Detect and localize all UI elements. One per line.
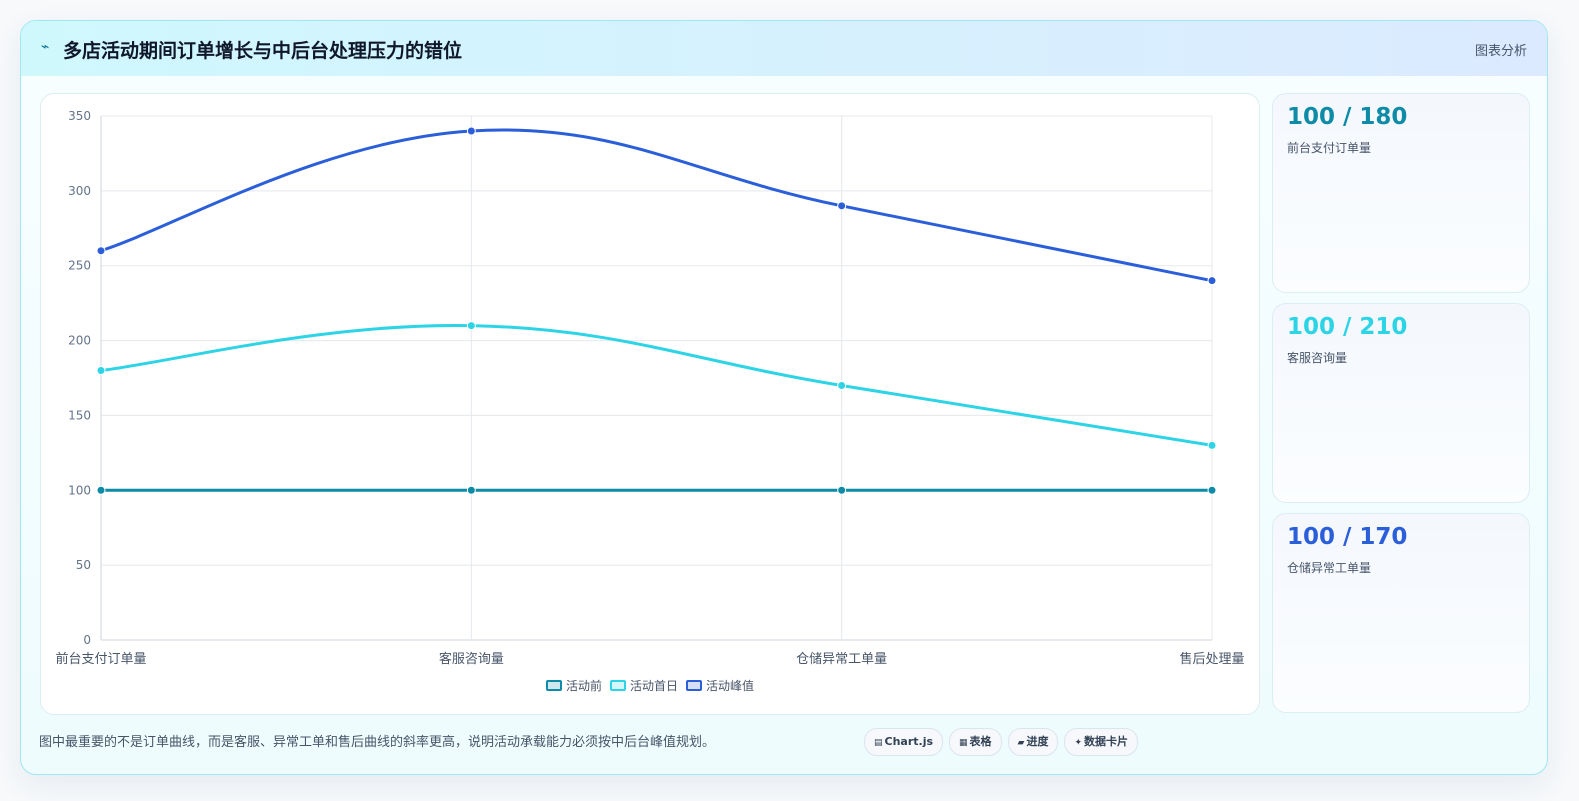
y-tick-label: 250	[68, 259, 91, 273]
legend-swatch	[609, 680, 626, 691]
data-point	[837, 485, 847, 495]
y-tick-label: 200	[68, 334, 91, 348]
legend-label: 活动前	[565, 679, 602, 693]
table-icon: ▦	[959, 738, 968, 748]
stat-label: 前台支付订单量	[1287, 141, 1372, 155]
panel-header: ⌁ 多店活动期间订单增长与中后台处理压力的错位 图表分析	[21, 21, 1547, 76]
pill-progress[interactable]: ▰ 进度	[1007, 728, 1059, 756]
data-point	[1207, 485, 1217, 495]
x-tick-label: 售后处理量	[1179, 651, 1244, 667]
data-point	[466, 321, 476, 331]
series-line	[100, 128, 1213, 283]
header-tag: 图表分析	[1474, 44, 1527, 59]
data-point	[466, 485, 476, 495]
data-point	[837, 201, 847, 211]
pill-chartjs[interactable]: ▤ Chart.js	[864, 728, 944, 756]
stat-label: 仓储异常工单量	[1287, 561, 1372, 575]
chart-card: 0 50 100 150 200 250 300 350 前台支付订单量 客服咨询量 仓储异常工单量…	[40, 93, 1260, 715]
data-point	[1207, 440, 1217, 450]
x-tick-label: 客服咨询量	[439, 651, 504, 667]
legend-item[interactable]: 活动前	[545, 677, 602, 694]
legend-label: 活动首日	[629, 679, 678, 693]
line-chart: 0 50 100 150 200 250 300 350 前台支付订单量 客服咨询量 仓储异常工单量…	[55, 109, 1244, 667]
pill-label: 进度	[1026, 735, 1049, 748]
data-point	[96, 246, 106, 256]
y-tick-label: 350	[68, 109, 91, 123]
chart-legend: 活动前 活动首日 活动峰值	[41, 677, 1259, 694]
sparkle-icon: ✦	[1074, 738, 1083, 748]
data-point	[96, 485, 106, 495]
pill-label: 数据卡片	[1084, 735, 1129, 748]
view-pills: ▤ Chart.js ▦ 表格 ▰ 进度 ✦ 数据卡片	[864, 728, 1144, 756]
legend-label: 活动峰值	[706, 679, 755, 693]
stat-label: 客服咨询量	[1287, 351, 1348, 365]
data-point	[1207, 276, 1217, 286]
pill-label: 表格	[969, 735, 992, 748]
legend-item[interactable]: 活动首日	[609, 677, 678, 694]
y-tick-label: 150	[68, 408, 91, 422]
footer-note: 图中最重要的不是订单曲线，而是客服、异常工单和售后曲线的斜率更高，说明活动承载能…	[39, 735, 716, 750]
y-tick-label: 300	[68, 184, 91, 198]
stat-value: 100 / 180	[1287, 104, 1408, 130]
x-tick-label: 仓储异常工单量	[796, 652, 887, 667]
pill-table[interactable]: ▦ 表格	[949, 728, 1002, 756]
stat-card-exceptions: 100 / 170 仓储异常工单量	[1272, 513, 1530, 713]
data-point	[466, 126, 476, 136]
y-tick-label: 0	[83, 633, 91, 647]
pill-data-cards[interactable]: ✦ 数据卡片	[1064, 728, 1139, 756]
legend-item[interactable]: 活动峰值	[686, 677, 754, 694]
stat-value: 100 / 170	[1287, 524, 1408, 550]
data-point	[96, 366, 106, 376]
legend-swatch	[545, 680, 562, 691]
progress-icon: ▰	[1017, 738, 1025, 748]
bolt-icon: ⌁	[41, 39, 50, 55]
x-tick-label: 前台支付订单量	[55, 651, 146, 667]
chart-panel: ⌁ 多店活动期间订单增长与中后台处理压力的错位 图表分析 0 50 100 150 20…	[20, 20, 1548, 775]
pill-label: Chart.js	[884, 735, 934, 748]
y-tick-label: 50	[76, 558, 91, 572]
chart-icon: ▤	[874, 738, 883, 748]
stat-value: 100 / 210	[1287, 314, 1408, 340]
stat-card-inquiries: 100 / 210 客服咨询量	[1272, 303, 1530, 503]
page-title: 多店活动期间订单增长与中后台处理压力的错位	[63, 40, 463, 62]
series-line	[100, 323, 1213, 447]
legend-swatch	[686, 680, 702, 691]
y-tick-label: 100	[68, 483, 91, 497]
data-point	[837, 380, 847, 390]
stat-card-orders: 100 / 180 前台支付订单量	[1272, 93, 1530, 293]
